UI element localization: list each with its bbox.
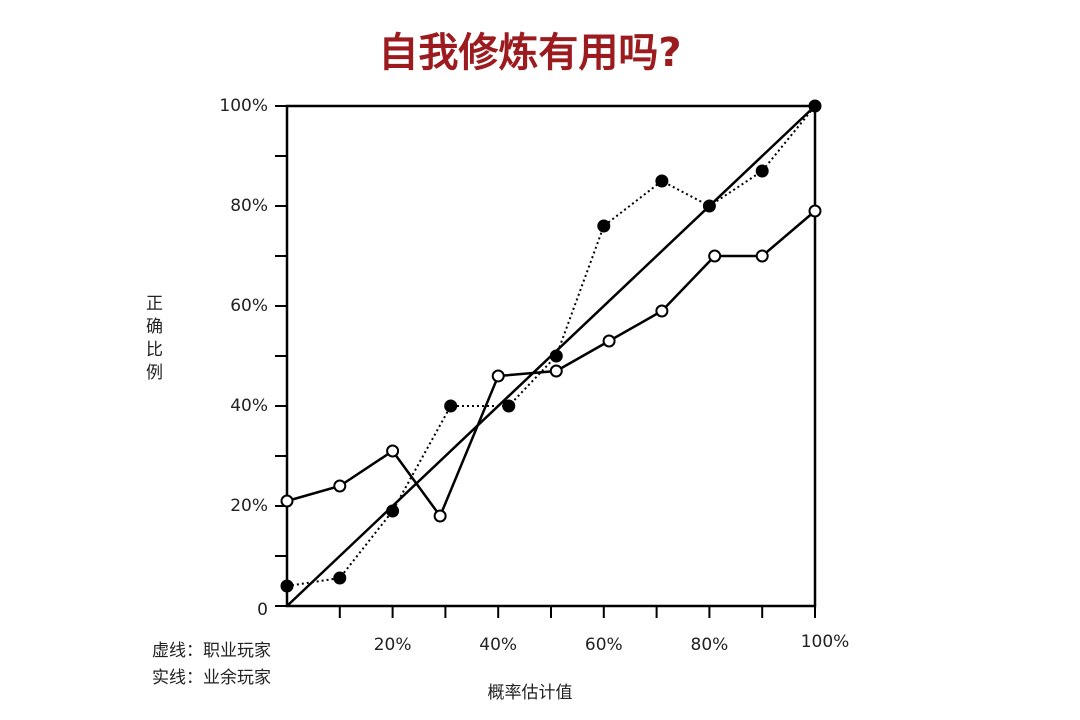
y-tick-label: 60% xyxy=(230,296,268,316)
data-point xyxy=(502,399,516,413)
data-point xyxy=(708,249,722,263)
data-point xyxy=(755,249,769,263)
x-tick-label: 80% xyxy=(691,635,729,655)
legend-note: 虚线：职业玩家 xyxy=(152,641,271,661)
data-point xyxy=(280,494,294,508)
data-point xyxy=(755,164,769,178)
data-point xyxy=(333,571,347,585)
y-tick-label: 100% xyxy=(219,96,268,116)
data-point xyxy=(808,204,822,218)
y-axis-label: 正确比例 xyxy=(142,294,163,386)
data-point xyxy=(333,479,347,493)
data-point xyxy=(433,509,447,523)
x-tick-label: 40% xyxy=(479,635,517,655)
y-tick-label: 0 xyxy=(257,600,268,620)
data-point xyxy=(702,199,716,213)
y-tick-label: 40% xyxy=(230,396,268,416)
y-tick-label: 20% xyxy=(230,496,268,516)
data-point xyxy=(602,334,616,348)
data-point xyxy=(491,369,505,383)
legend-note: 实线：业余玩家 xyxy=(152,668,271,688)
data-point xyxy=(549,349,563,363)
x-axis-label: 概率估计值 xyxy=(488,683,573,703)
x-tick-label: 20% xyxy=(374,635,412,655)
y-tick-label: 80% xyxy=(230,196,268,216)
x-tick-label: 60% xyxy=(585,635,623,655)
data-point xyxy=(444,399,458,413)
data-point xyxy=(386,504,400,518)
data-point xyxy=(597,219,611,233)
data-point xyxy=(549,364,563,378)
series-line xyxy=(286,210,816,519)
data-point xyxy=(808,99,822,113)
data-point xyxy=(655,304,669,318)
data-point xyxy=(386,444,400,458)
x-tick-label: 100% xyxy=(801,632,850,652)
chart-title: 自我修炼有用吗? xyxy=(378,30,681,76)
series-line xyxy=(286,105,816,587)
data-point xyxy=(280,579,294,593)
data-point xyxy=(655,174,669,188)
